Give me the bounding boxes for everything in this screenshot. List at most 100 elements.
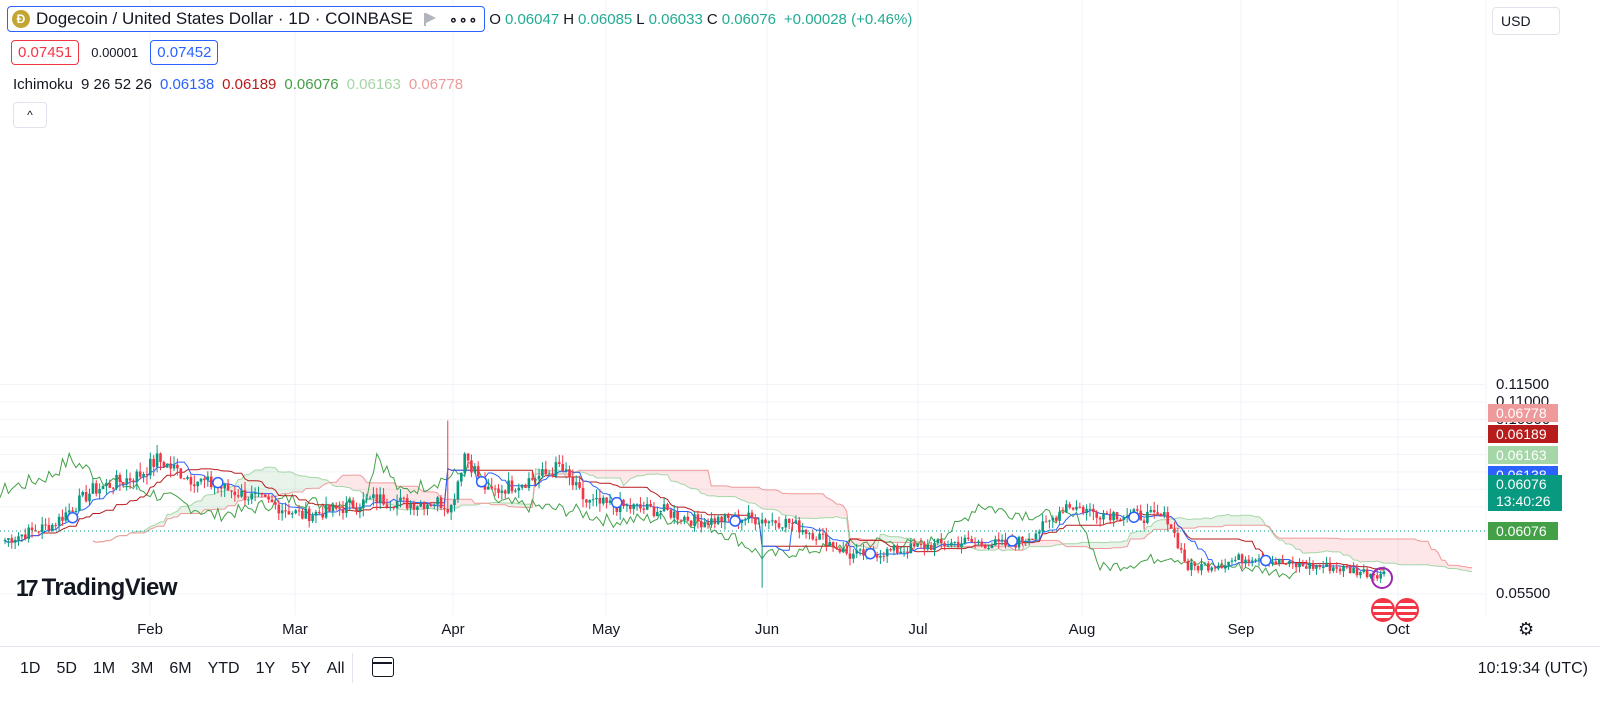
candle-body bbox=[1173, 529, 1176, 533]
candle-body bbox=[592, 499, 595, 500]
candle-body bbox=[687, 517, 690, 521]
time-axis-label: Jun bbox=[755, 621, 779, 638]
candle-body bbox=[812, 533, 815, 539]
range-5y[interactable]: 5Y bbox=[291, 660, 311, 678]
candle-body bbox=[906, 552, 909, 553]
cloud-segment bbox=[1354, 539, 1357, 560]
tradingview-logo[interactable]: 17 TradingView bbox=[16, 574, 177, 602]
candle-body bbox=[724, 514, 727, 522]
cloud-segment bbox=[292, 472, 295, 492]
settings-gear-icon[interactable]: ⚙ bbox=[1518, 620, 1536, 638]
range-3m[interactable]: 3M bbox=[131, 660, 153, 678]
cloud-segment bbox=[701, 470, 704, 494]
candle-body bbox=[1281, 559, 1284, 564]
candle-body bbox=[376, 494, 379, 502]
candle-body bbox=[1041, 521, 1044, 531]
candle-body bbox=[507, 481, 510, 494]
candle-body bbox=[1035, 534, 1038, 540]
sell-button[interactable]: 0.07451 bbox=[11, 40, 79, 65]
candle-body bbox=[663, 504, 666, 511]
candle-body bbox=[362, 499, 365, 508]
cloud-segment bbox=[840, 504, 843, 518]
cloud-segment bbox=[1296, 538, 1299, 549]
candle-body bbox=[1278, 559, 1281, 564]
candle-body bbox=[680, 520, 683, 521]
candle-body bbox=[842, 549, 845, 553]
range-6m[interactable]: 6M bbox=[169, 660, 191, 678]
candle-body bbox=[372, 494, 375, 498]
range-1d[interactable]: 1D bbox=[20, 660, 40, 678]
candle-body bbox=[183, 478, 186, 479]
candle-body bbox=[801, 530, 804, 532]
candle-body bbox=[1001, 540, 1004, 542]
candle-body bbox=[321, 513, 324, 517]
cloud-segment bbox=[769, 490, 772, 509]
candle-body bbox=[555, 462, 558, 476]
cloud-segment bbox=[1232, 516, 1235, 526]
candle-body bbox=[970, 539, 973, 542]
more-icon[interactable]: ∘∘∘ bbox=[449, 11, 478, 28]
candle-body bbox=[1102, 513, 1105, 519]
candle-body bbox=[267, 497, 270, 500]
cloud-segment bbox=[1185, 519, 1188, 528]
candle-body bbox=[666, 504, 669, 510]
cloud-segment bbox=[752, 487, 755, 504]
candle-body bbox=[541, 469, 544, 476]
cloud-segment bbox=[1306, 538, 1309, 553]
cloud-segment bbox=[803, 494, 806, 519]
range-1m[interactable]: 1M bbox=[93, 660, 115, 678]
cloud-segment bbox=[830, 499, 833, 518]
time-axis-label: Oct bbox=[1386, 621, 1409, 638]
utc-clock[interactable]: 10:19:34 (UTC) bbox=[1478, 660, 1588, 678]
candle-body bbox=[1004, 540, 1007, 546]
candle-body bbox=[1112, 512, 1115, 520]
price-chart[interactable] bbox=[0, 0, 1600, 646]
candle-body bbox=[1308, 563, 1311, 569]
candle-body bbox=[1204, 563, 1207, 564]
cloud-segment bbox=[1364, 539, 1367, 562]
currency-selector[interactable]: USD bbox=[1492, 7, 1560, 35]
candle-body bbox=[61, 517, 64, 521]
indicator-legend[interactable]: Ichimoku 9 26 52 26 0.06138 0.06189 0.06… bbox=[13, 76, 463, 93]
range-ytd[interactable]: YTD bbox=[208, 660, 240, 678]
ichimoku-base-value: 0.06189 bbox=[222, 76, 276, 93]
candle-body bbox=[1119, 520, 1122, 521]
candle-body bbox=[1214, 568, 1217, 569]
cloud-segment bbox=[607, 470, 610, 478]
us-flag-event-icon-2[interactable] bbox=[1395, 598, 1419, 622]
candle-body bbox=[1058, 512, 1061, 521]
cloud-segment bbox=[316, 478, 319, 489]
ichimoku-conversion-value: 0.06138 bbox=[160, 76, 214, 93]
candle-body bbox=[1322, 567, 1325, 568]
candle-body bbox=[1231, 561, 1234, 562]
flag-icon[interactable] bbox=[423, 13, 437, 25]
candle-body bbox=[930, 545, 933, 550]
symbol-selector[interactable]: Ð Dogecoin / United States Dollar · 1D ·… bbox=[7, 6, 485, 32]
candle-body bbox=[1298, 563, 1301, 567]
candle-body bbox=[200, 479, 203, 482]
cloud-segment bbox=[837, 504, 840, 518]
candle-body bbox=[244, 490, 247, 500]
candle-body bbox=[345, 503, 348, 513]
bid-ask-panel: 0.07451 0.00001 0.07452 bbox=[11, 40, 218, 65]
candle-body bbox=[1275, 562, 1278, 564]
range-1y[interactable]: 1Y bbox=[256, 660, 276, 678]
candle-body bbox=[298, 510, 301, 511]
candle-body bbox=[528, 478, 531, 488]
time-axis-label: Aug bbox=[1069, 621, 1096, 638]
candle-body bbox=[1160, 514, 1163, 517]
candle-body bbox=[494, 489, 497, 490]
calendar-goto-icon[interactable] bbox=[372, 657, 394, 677]
buy-button[interactable]: 0.07452 bbox=[150, 40, 218, 65]
candle-body bbox=[839, 549, 842, 553]
us-flag-event-icon[interactable] bbox=[1371, 598, 1395, 622]
symbol-title[interactable]: Dogecoin / United States Dollar · 1D · C… bbox=[36, 9, 413, 29]
cloud-segment bbox=[1431, 549, 1434, 565]
cloud-segment bbox=[590, 470, 593, 475]
cloud-segment bbox=[265, 467, 268, 497]
candle-body bbox=[95, 483, 98, 493]
range-all[interactable]: All bbox=[327, 660, 345, 678]
range-5d[interactable]: 5D bbox=[56, 660, 76, 678]
event-marker-icon[interactable] bbox=[1371, 567, 1393, 589]
collapse-legend-button[interactable]: ^ bbox=[13, 102, 47, 128]
